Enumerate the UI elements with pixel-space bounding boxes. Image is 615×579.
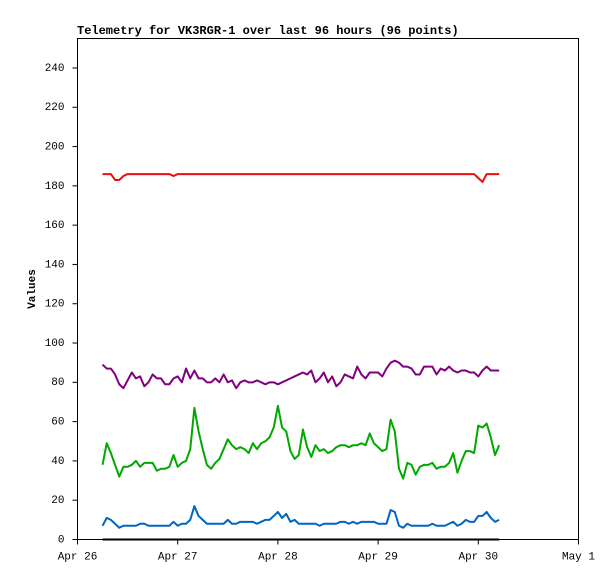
x-tick-label: Apr 28 <box>258 551 298 563</box>
y-tick-label: 240 <box>45 63 65 75</box>
y-tick-label: 80 <box>51 377 64 389</box>
y-tick-label: 200 <box>45 141 65 153</box>
y-tick-label: 120 <box>45 299 65 311</box>
y-tick-label: 60 <box>51 417 64 429</box>
y-tick-label: 160 <box>45 220 65 232</box>
x-tick-label: Apr 26 <box>58 551 98 563</box>
y-tick-label: 140 <box>45 259 65 271</box>
y-tick-label: 180 <box>45 181 65 193</box>
series-line <box>101 404 501 480</box>
x-tick-label: May 1 <box>562 551 595 563</box>
y-tick-label: 20 <box>51 495 64 507</box>
y-tick-label: 40 <box>51 456 64 468</box>
x-tick-label: Apr 29 <box>358 551 398 563</box>
x-tick-label: Apr 27 <box>158 551 198 563</box>
series-line <box>101 359 500 390</box>
x-tick-label: Apr 30 <box>458 551 498 563</box>
series-line <box>102 173 500 183</box>
y-tick-label: 100 <box>45 338 65 350</box>
chart-title: Telemetry for VK3RGR-1 over last 96 hour… <box>77 24 459 38</box>
series-line <box>101 505 500 529</box>
y-tick-label: 0 <box>58 534 65 546</box>
y-tick-label: 220 <box>45 102 65 114</box>
y-axis-label: Values <box>27 269 39 309</box>
